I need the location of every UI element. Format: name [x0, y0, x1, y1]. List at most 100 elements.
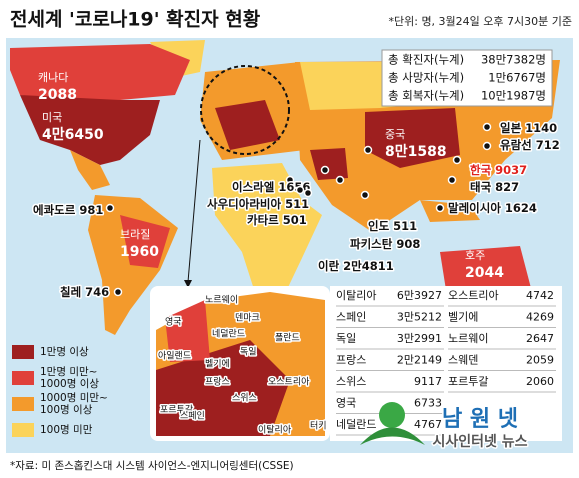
- legend-label: 1000명 미만~ 100명 이상: [40, 392, 108, 416]
- country-value: 712: [536, 138, 560, 152]
- country-value: 8만1588: [385, 144, 447, 160]
- country-value: 2088: [38, 87, 77, 103]
- brazil: [120, 215, 170, 268]
- europe-country: 독일: [240, 347, 257, 358]
- europe-country: 이탈리아: [336, 289, 376, 302]
- country-label: 말레이시아 1624: [448, 201, 537, 215]
- europe-country: 오스트리아: [448, 289, 499, 302]
- legend-label: 1만명 미만~ 1000명 이상: [40, 366, 99, 390]
- title: 전세계 '코로나19' 확진자 현황: [10, 8, 261, 31]
- europe-country: 프랑스: [205, 376, 230, 388]
- location-dot: [113, 287, 123, 297]
- china: [365, 108, 460, 168]
- europe-country: 영국: [336, 397, 356, 410]
- location-dot: [452, 155, 462, 165]
- europe-country: 벨기에: [448, 311, 478, 324]
- watermark-subtitle: 시사인터넷 뉴스: [432, 433, 527, 450]
- usa: [20, 95, 160, 165]
- country-value: 2만4811: [343, 259, 394, 273]
- country-name: 인도: [368, 219, 390, 233]
- source: *자료: 미 존스홉킨스대 시스템 사이언스-엔지니어링센터(CSSE): [10, 459, 294, 472]
- country-name: 호주: [465, 249, 485, 262]
- europe-country: 터키: [310, 421, 327, 432]
- pointer-line: [187, 139, 201, 283]
- country-value: 511: [393, 219, 417, 233]
- europe-highlight: [200, 65, 290, 155]
- europe-country: 스위스: [336, 375, 366, 388]
- country-name: 중국: [385, 128, 405, 141]
- country-label: 파키스탄 908: [350, 237, 420, 251]
- location-dot: [105, 203, 115, 213]
- location-dot: [285, 175, 295, 185]
- central-america: [70, 150, 110, 190]
- legend-swatch: [12, 371, 34, 385]
- europe-country: 덴마크: [235, 313, 260, 324]
- watermark-logo: [379, 402, 405, 428]
- legend-label: 1만명 이상: [40, 346, 89, 358]
- country-value: 9037: [495, 163, 527, 177]
- europe-value: 4767: [414, 418, 442, 431]
- europe-country: 포르투갈: [160, 405, 193, 416]
- europe-value: 6733: [414, 397, 442, 410]
- europe-country: 노르웨이: [448, 332, 488, 345]
- country-value: 501: [283, 213, 307, 227]
- europe-value: 3만5212: [397, 311, 442, 324]
- country-name: 캐나다: [38, 71, 68, 84]
- country-name: 이스라엘: [232, 180, 274, 194]
- country-name: 사우디아라비아: [207, 197, 281, 211]
- country-name: 카타르: [247, 213, 279, 227]
- europe-country: 스페인: [336, 311, 366, 324]
- unit-note: *단위: 명, 3월24일 오후 7시30분 기준: [389, 14, 573, 28]
- location-dot: [447, 175, 457, 185]
- location-dot: [435, 203, 445, 213]
- country-label: 이란 2만4811: [318, 259, 394, 273]
- europe-value: 3만2991: [397, 332, 442, 345]
- location-dot: [335, 175, 345, 185]
- country-label: 한국 9037: [470, 163, 527, 177]
- europe-value: 2060: [526, 375, 554, 388]
- europe-country: 노르웨이: [205, 294, 238, 306]
- watermark-swoosh: [360, 427, 425, 445]
- country-value: 1624: [505, 201, 537, 215]
- europe-country: 오스트리아: [268, 377, 310, 388]
- europe-value: 2059: [526, 354, 554, 367]
- location-dot: [295, 185, 305, 195]
- europe-country: 프랑스: [336, 354, 366, 367]
- total-value: 38만7382명: [481, 53, 546, 67]
- location-dot: [320, 165, 330, 175]
- location-dot: [363, 145, 373, 155]
- pointer-arrow: [184, 280, 192, 288]
- legend-swatch: [12, 397, 34, 411]
- country-name: 파키스탄: [350, 237, 393, 251]
- country-label: 카타르 501: [247, 213, 307, 227]
- country-label: 사우디아라비아 511: [207, 197, 309, 211]
- country-label: 유람선 712: [500, 138, 560, 152]
- country-label: 인도 511: [368, 219, 417, 233]
- totals-box: [381, 49, 553, 107]
- country-value: 1960: [120, 244, 159, 260]
- europe-value: 4269: [526, 311, 554, 324]
- country-value: 1140: [525, 121, 557, 135]
- country-value: 746: [85, 285, 109, 299]
- country-value: 981: [79, 203, 103, 217]
- inset-core: [156, 340, 290, 436]
- europe-value: 9117: [414, 375, 442, 388]
- europe-country: 스웨덴: [448, 354, 478, 367]
- western-europe: [215, 100, 280, 150]
- europe-country: 아일랜드: [158, 351, 191, 362]
- canada: [10, 44, 190, 100]
- total-label: 총 회복자(누계): [388, 89, 464, 103]
- europe-value: 2647: [526, 332, 554, 345]
- europe-table: [330, 286, 562, 441]
- europe-country: 스페인: [180, 411, 205, 422]
- total-label: 총 확진자(누계): [388, 53, 464, 67]
- europe-value: 2만2149: [397, 354, 442, 367]
- country-name: 미국: [42, 111, 62, 124]
- country-value: 4만6450: [42, 127, 104, 143]
- legend-label: 100명 미만: [40, 424, 93, 436]
- location-dot: [360, 190, 370, 200]
- europe-country: 이탈리아: [258, 425, 292, 436]
- country-name: 유람선: [500, 138, 532, 152]
